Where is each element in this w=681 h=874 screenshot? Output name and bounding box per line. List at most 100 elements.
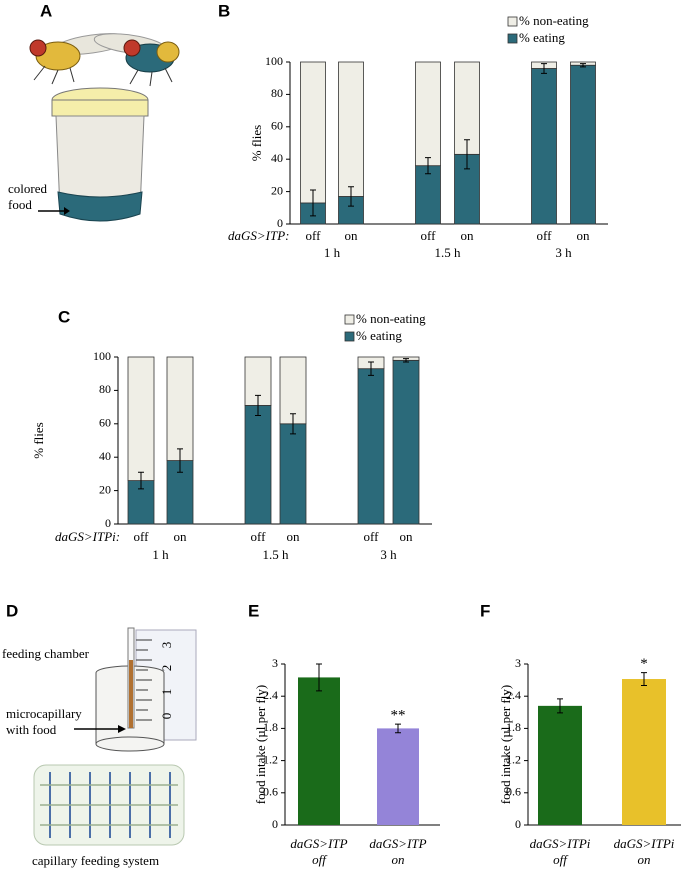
bar-segment (166, 356, 194, 461)
legend-label: % eating (356, 328, 402, 343)
y-tick-label: 20 (99, 482, 111, 496)
x-axis-label: daGS>ITPi: (55, 529, 120, 544)
y-tick-label: 1.2 (263, 752, 278, 766)
x-tick-label: off (306, 228, 322, 243)
x-tick-label: on (174, 529, 188, 544)
legend-swatch (344, 314, 355, 325)
y-tick-label: 0 (105, 516, 111, 530)
bar (622, 679, 666, 825)
feeder-illustration (33, 627, 197, 846)
illustration-label: colored food (8, 181, 47, 212)
error-bar (580, 63, 586, 68)
legend-swatch (344, 331, 355, 342)
x-tick-label: off (421, 228, 437, 243)
group-label: 1 h (324, 245, 341, 260)
y-tick-label: 2.4 (506, 688, 521, 702)
x-tick-label: daGS>ITP on (369, 836, 426, 867)
ruler-label: 1 (159, 689, 174, 696)
error-bar (348, 186, 354, 207)
bar (377, 728, 419, 825)
x-tick-label: off (134, 529, 150, 544)
error-bar (557, 698, 563, 714)
y-tick-label: 40 (99, 449, 111, 463)
bar-segment (415, 165, 441, 225)
bar-segment (300, 61, 326, 204)
group-label: 1.5 h (435, 245, 462, 260)
y-tick-label: 80 (99, 382, 111, 396)
ruler-label: 3 (159, 642, 174, 649)
y-tick-label: 0.6 (263, 785, 278, 799)
y-tick-label: 80 (271, 86, 283, 100)
x-tick-label: daGS>ITPi off (530, 836, 591, 867)
bar-segment (392, 359, 420, 525)
y-tick-label: 3 (515, 656, 521, 670)
bar-segment (415, 61, 441, 167)
error-bar (177, 448, 183, 473)
group-label: 1.5 h (263, 547, 290, 562)
y-tick-label: 2.4 (263, 688, 278, 702)
panel-letter: B (218, 1, 230, 20)
y-tick-label: 1.2 (506, 752, 521, 766)
panel-letter: E (248, 601, 259, 620)
ruler-label: 2 (159, 665, 174, 672)
illustration-label: microcapillary with food (6, 706, 82, 737)
x-tick-label: on (577, 228, 591, 243)
error-bar (395, 723, 401, 734)
illustration-label: feeding chamber (2, 646, 90, 661)
significance-label: ** (391, 708, 406, 724)
bar (538, 705, 582, 825)
bar-segment (338, 61, 364, 197)
bar (298, 677, 340, 825)
y-tick-label: 0 (515, 817, 521, 831)
y-axis-label: % flies (249, 125, 264, 161)
y-tick-label: 100 (93, 349, 111, 363)
y-tick-label: 0.6 (506, 785, 521, 799)
error-bar (641, 672, 647, 686)
y-tick-label: 0 (277, 216, 283, 230)
x-tick-label: off (251, 529, 267, 544)
vial-illustration (38, 87, 149, 222)
error-bar (290, 413, 296, 435)
bar-segment (127, 356, 155, 481)
ruler-label: 0 (159, 713, 174, 720)
panel-letter: A (40, 1, 52, 20)
x-tick-label: on (400, 529, 414, 544)
bar-segment (570, 64, 596, 225)
x-tick-label: on (345, 228, 359, 243)
error-bar (425, 157, 431, 175)
error-bar (368, 361, 374, 376)
panel-letter: D (6, 601, 18, 620)
group-label: 3 h (380, 547, 397, 562)
error-bar (316, 663, 322, 692)
y-axis-label: % flies (31, 422, 46, 458)
y-tick-label: 40 (271, 151, 283, 165)
legend-label: % eating (519, 30, 565, 45)
error-bar (138, 471, 144, 490)
x-tick-label: daGS>ITPi on (614, 836, 675, 867)
legend-swatch (507, 33, 518, 44)
x-axis-label: daGS>ITP: (228, 228, 290, 243)
x-tick-label: on (287, 529, 301, 544)
panel-letter: F (480, 601, 490, 620)
x-tick-label: off (537, 228, 553, 243)
error-bar (464, 139, 470, 170)
fly-illustration (29, 33, 180, 87)
error-bar (403, 358, 409, 363)
y-axis-label: food intake (µl per fly) (498, 685, 513, 804)
y-tick-label: 20 (271, 183, 283, 197)
y-tick-label: 100 (265, 54, 283, 68)
x-tick-label: on (461, 228, 475, 243)
y-tick-label: 60 (271, 119, 283, 133)
bar-segment (244, 405, 272, 525)
panel-letter: C (58, 307, 70, 326)
y-tick-label: 0 (272, 817, 278, 831)
error-bar (310, 189, 316, 217)
error-bar (255, 394, 261, 416)
significance-label: * (640, 656, 648, 672)
bar-segment (531, 68, 557, 225)
y-tick-label: 1.8 (506, 720, 521, 734)
error-bar (541, 63, 547, 74)
y-tick-label: 1.8 (263, 720, 278, 734)
